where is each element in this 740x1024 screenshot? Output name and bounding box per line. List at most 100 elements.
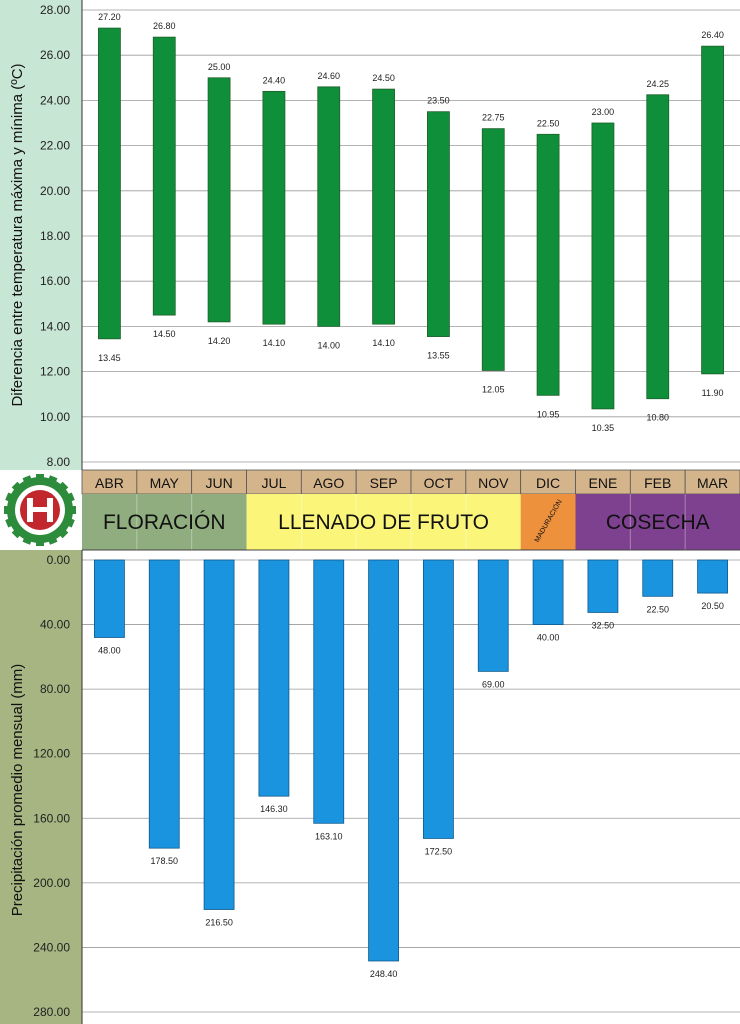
temp-min-label: 12.05 <box>482 384 505 394</box>
month-label: AGO <box>313 475 344 491</box>
temp-min-label: 14.20 <box>208 336 231 346</box>
month-label: JUN <box>205 475 232 491</box>
precip-bar <box>642 559 674 597</box>
month-label: NOV <box>478 475 509 491</box>
phase-block <box>82 494 247 550</box>
temp-range-bar <box>701 45 724 375</box>
precip-value-label: 248.40 <box>370 969 398 979</box>
temp-min-label: 10.95 <box>537 409 560 419</box>
precip-tick-label: 160.00 <box>33 811 70 825</box>
temp-max-label: 24.40 <box>263 75 286 85</box>
temp-max-label: 24.60 <box>317 71 340 81</box>
precip-value-label: 20.50 <box>701 601 724 611</box>
temp-min-label: 14.00 <box>317 340 340 350</box>
temp-tick-label: 24.00 <box>40 93 70 107</box>
temp-range-bar <box>262 90 286 325</box>
temp-range-bar <box>536 133 560 396</box>
temp-max-label: 23.00 <box>592 107 615 117</box>
precip-ylabel-panel <box>0 550 82 1024</box>
temp-tick-label: 22.00 <box>40 139 70 153</box>
temp-max-label: 26.80 <box>153 21 176 31</box>
precip-value-label: 172.50 <box>425 846 453 856</box>
temp-range-bar <box>481 128 505 371</box>
temp-max-label: 22.75 <box>482 113 505 123</box>
precip-bar <box>94 559 125 638</box>
precip-tick-label: 40.00 <box>40 618 70 632</box>
temp-range-bar <box>591 122 615 410</box>
precip-tick-label: 120.00 <box>33 747 70 761</box>
temp-min-label: 14.10 <box>263 338 286 348</box>
months-row: ABR MAY JUN JUL AGO SEP OCT NOV DIC ENE FEB MAR <box>81 469 740 495</box>
month-label: JUL <box>261 475 286 491</box>
month-label: ENE <box>589 475 618 491</box>
precip-value-label: 22.50 <box>646 604 669 614</box>
month-cell <box>465 469 522 495</box>
precip-bar <box>532 559 564 625</box>
temp-min-label: 14.10 <box>372 338 395 348</box>
phase-label: FLORACIÓN <box>103 511 226 534</box>
precip-bars: 48.00 178.50 216.50 146.30 163.10 248.40 172.5… <box>94 559 728 979</box>
phases-row: FLORACIÓN LLENADO DE FRUTO MADURACIÓN COSEC… <box>82 494 740 551</box>
precip-bar <box>313 559 345 824</box>
temp-range-bar <box>646 94 670 400</box>
temp-min-label: 10.35 <box>592 423 615 433</box>
temp-tick-label: 12.00 <box>40 365 70 379</box>
temp-max-label: 23.50 <box>427 96 450 106</box>
temp-tick-label: 18.00 <box>40 229 70 243</box>
month-label: MAY <box>150 475 180 491</box>
precip-y-axis-label: Precipitación promedio mensual (mm) <box>9 664 26 917</box>
phase-block <box>246 494 521 550</box>
temp-tick-label: 26.00 <box>40 48 70 62</box>
precip-tick-label: 240.00 <box>33 940 70 954</box>
precip-value-label: 163.10 <box>315 831 343 841</box>
temp-range-bar <box>98 27 121 340</box>
month-cell <box>191 469 247 495</box>
precip-bar <box>423 559 454 839</box>
temp-max-label: 27.20 <box>98 12 121 22</box>
precip-value-label: 178.50 <box>150 856 178 866</box>
temp-min-label: 11.90 <box>702 388 724 398</box>
month-label: ABR <box>95 475 124 491</box>
month-label: DIC <box>536 475 560 491</box>
month-cell <box>81 469 138 495</box>
precip-bar <box>203 559 235 910</box>
temp-range-bar <box>317 86 341 327</box>
phase-block <box>575 494 740 550</box>
precip-gridlines <box>82 559 740 1013</box>
precip-axis-ticks: 0.00 40.00 80.00 120.00 160.00 200.00 240.00 28… <box>33 553 70 1019</box>
precip-value-label: 32.50 <box>592 620 615 630</box>
precip-tick-label: 280.00 <box>33 1005 70 1019</box>
month-cell <box>520 469 576 495</box>
temp-ylabel-panel <box>0 0 82 470</box>
temp-bars: 27.20 13.45 26.80 14.50 25.00 14.20 24.40 14.10… <box>98 12 724 433</box>
temp-y-axis-label: Diferencia entre temperatura máxima y mí… <box>9 63 26 406</box>
temp-tick-label: 16.00 <box>40 274 70 288</box>
month-label: SEP <box>370 475 398 491</box>
precip-value-label: 48.00 <box>98 645 121 655</box>
temp-min-label: 14.50 <box>153 329 176 339</box>
precip-tick-label: 80.00 <box>40 682 70 696</box>
temp-max-label: 25.00 <box>208 62 231 72</box>
precip-value-label: 216.50 <box>205 917 233 927</box>
precip-bar <box>258 559 290 797</box>
temp-range-bar <box>372 88 395 325</box>
month-label: FEB <box>644 475 671 491</box>
month-cell <box>136 469 193 495</box>
temp-min-label: 13.45 <box>98 353 121 363</box>
temp-tick-label: 20.00 <box>40 184 70 198</box>
precip-value-label: 146.30 <box>260 804 288 814</box>
temp-tick-label: 8.00 <box>47 455 71 469</box>
phase-label: COSECHA <box>606 511 710 534</box>
temp-min-label: 13.55 <box>427 351 450 361</box>
temp-tick-label: 14.00 <box>40 319 70 333</box>
month-label: OCT <box>424 475 454 491</box>
temp-axis-ticks: 8.00 10.00 12.00 14.00 16.00 18.00 20.00 22.00 2… <box>40 3 70 469</box>
precip-tick-label: 0.00 <box>47 553 71 567</box>
month-label: MAR <box>697 475 728 491</box>
temp-max-label: 22.50 <box>537 118 560 128</box>
precip-value-label: 69.00 <box>482 679 505 689</box>
temp-range-bar <box>207 77 231 323</box>
precip-value-label: 40.00 <box>537 633 560 643</box>
temp-tick-label: 28.00 <box>40 3 70 17</box>
